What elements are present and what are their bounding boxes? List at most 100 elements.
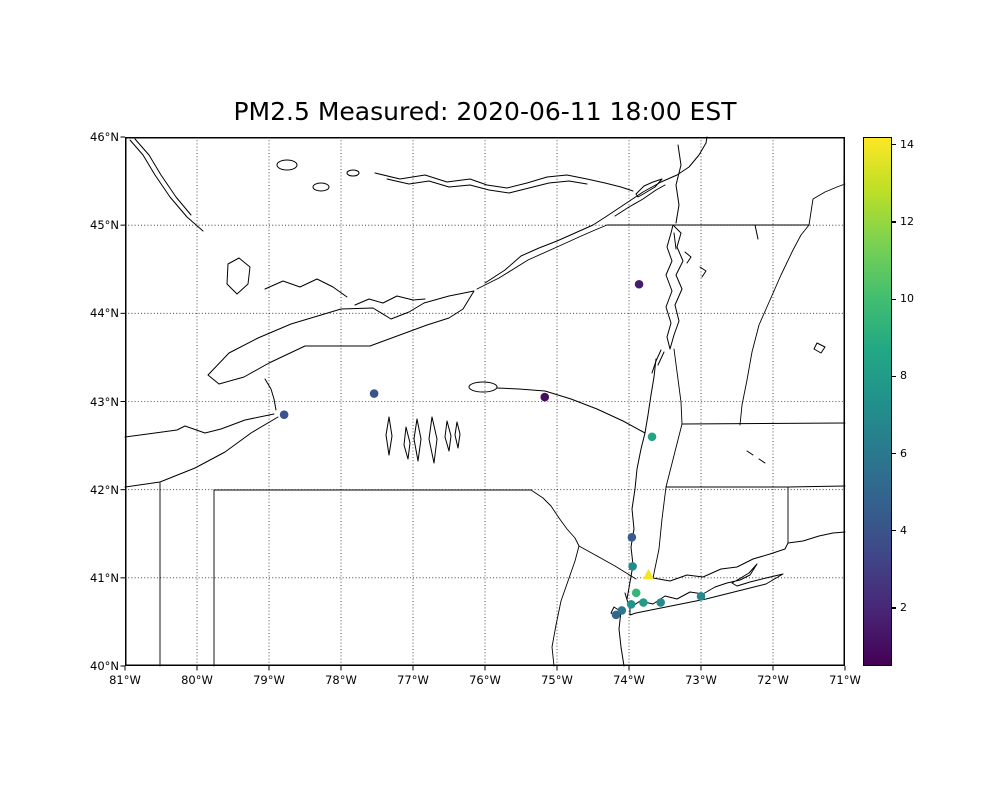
champlain-island xyxy=(673,232,677,250)
ottawa-river-upper xyxy=(129,139,204,232)
oneida-lake xyxy=(468,381,498,393)
kawartha-lakes xyxy=(264,278,348,298)
ottawa-river xyxy=(374,172,634,192)
long-island xyxy=(629,563,784,616)
map-great-lakes xyxy=(124,159,475,488)
colorbar: 2 4 6 8 10 12 14 xyxy=(863,137,914,666)
colorbar-gradient xyxy=(863,137,892,666)
scatter-point xyxy=(634,279,644,289)
scatter-point xyxy=(540,392,550,402)
scatter-point xyxy=(627,532,637,542)
x-tick-label: 71°W xyxy=(829,673,861,687)
map-canada-rivers xyxy=(129,136,708,284)
x-tick-label: 79°W xyxy=(253,673,285,687)
border-ny-east xyxy=(652,348,683,579)
border-ct-ma xyxy=(665,485,846,488)
small-river-1 xyxy=(746,450,754,456)
map-plot-area xyxy=(120,136,846,671)
lake-memphremagog xyxy=(754,224,759,240)
border-canada-45n xyxy=(476,183,846,290)
colorbar-tick-label: 4 xyxy=(900,523,907,537)
lake-simcoe xyxy=(226,257,251,295)
st-lawrence-channel xyxy=(614,184,666,217)
plot-title: PM2.5 Measured: 2020-06-11 18:00 EST xyxy=(233,97,737,126)
y-tick-label: 43°N xyxy=(90,394,119,409)
scatter-point xyxy=(628,562,637,571)
colorbar-tick-label: 14 xyxy=(900,137,914,151)
map-ny-lakes-rivers xyxy=(385,224,826,600)
scatter-point xyxy=(647,432,657,442)
y-tick-label: 46°N xyxy=(90,130,119,144)
colorbar-tick-label: 12 xyxy=(900,214,914,228)
scatter-point xyxy=(369,389,379,398)
scatter-point xyxy=(611,610,621,620)
colorbar-tick-mark xyxy=(892,530,896,532)
lake-champlain xyxy=(665,224,684,350)
scatter-point xyxy=(279,410,289,420)
lake-winnipesaukee xyxy=(813,342,826,354)
finger-lake-keuka xyxy=(403,426,411,460)
finger-lake-seneca xyxy=(413,418,422,462)
x-tick-label: 76°W xyxy=(469,673,501,687)
y-tick-label: 42°N xyxy=(90,482,119,497)
map-state-borders xyxy=(159,183,846,667)
colorbar-tick-label: 6 xyxy=(900,446,907,460)
axes-frame xyxy=(120,136,846,671)
colorbar-tick-mark xyxy=(892,453,896,455)
x-tick-label: 80°W xyxy=(181,673,213,687)
lake-erie-north-shore xyxy=(124,413,275,438)
x-tick-label: 75°W xyxy=(541,673,573,687)
border-vt-nh-ct-river xyxy=(739,224,810,426)
colorbar-tick-mark xyxy=(892,298,896,300)
scatter-point xyxy=(696,592,706,601)
vt-lake-squiggle-1 xyxy=(684,251,692,264)
border-delaware-river xyxy=(530,489,580,547)
colorbar-tick-mark xyxy=(892,221,896,223)
x-tick-label: 73°W xyxy=(685,673,717,687)
niagara-river xyxy=(264,378,277,411)
x-tick-label: 74°W xyxy=(613,673,645,687)
x-tick-label: 81°W xyxy=(109,673,141,687)
border-nj-pa-delaware xyxy=(551,545,580,667)
scatter-point-triangle xyxy=(642,568,654,580)
ottawa-river-upper-2 xyxy=(134,138,192,216)
map-atlantic-coast xyxy=(610,531,846,667)
scatter-point xyxy=(631,588,641,598)
scatter-point xyxy=(639,598,648,607)
connecticut-coast xyxy=(652,531,846,582)
richelieu-river xyxy=(675,144,682,224)
vt-lake-squiggle-2 xyxy=(699,266,707,278)
ottawa-river-2 xyxy=(386,178,588,194)
small-river-2 xyxy=(758,458,766,464)
lake-george-2 xyxy=(657,351,665,366)
border-ma-vt xyxy=(681,422,846,425)
scatter-point xyxy=(626,599,636,609)
small-lake-2 xyxy=(312,182,330,192)
montreal-island xyxy=(635,178,663,198)
colorbar-tick-label: 8 xyxy=(900,369,907,383)
x-tick-label: 72°W xyxy=(757,673,789,687)
small-lake-1 xyxy=(276,159,298,171)
graticule-gridlines xyxy=(125,137,845,666)
y-tick-label: 40°N xyxy=(90,659,119,673)
y-tick-label: 45°N xyxy=(90,218,119,233)
y-tick-label: 41°N xyxy=(90,570,119,585)
finger-lake-canandaigua xyxy=(385,416,393,456)
colorbar-tick-mark xyxy=(892,607,896,609)
border-ny-nj xyxy=(578,545,637,580)
small-lake-3 xyxy=(346,169,360,177)
colorbar-tick-mark xyxy=(892,144,896,146)
y-tick-label: 44°N xyxy=(90,306,119,321)
finger-lake-cayuga xyxy=(428,416,438,464)
plot-frame xyxy=(125,137,845,666)
map-canvas xyxy=(120,136,846,671)
lake-erie-south-shore xyxy=(124,416,279,488)
mohawk-river xyxy=(496,387,646,434)
colorbar-tick-label: 2 xyxy=(900,601,907,615)
manhattan xyxy=(624,592,629,604)
finger-lake-skaneateles xyxy=(454,421,461,449)
colorbar-tick-label: 10 xyxy=(900,292,914,306)
st-lawrence-north-shore xyxy=(484,136,708,284)
hudson-river xyxy=(626,358,657,600)
